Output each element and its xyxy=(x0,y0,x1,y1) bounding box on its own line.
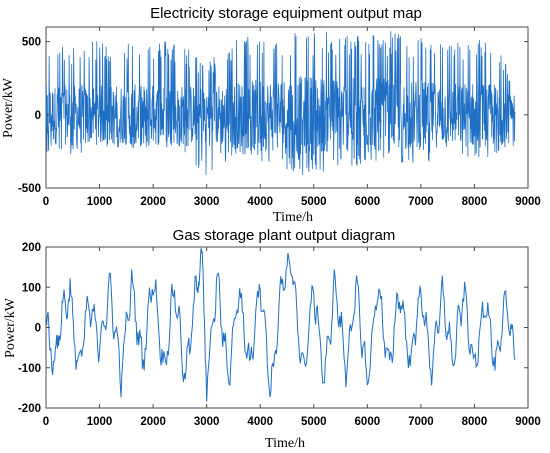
chart-title: Gas storage plant output diagram xyxy=(173,227,396,244)
y-tick-label: 200 xyxy=(22,242,41,254)
y-ticks: -500 0 500 xyxy=(18,37,528,195)
y-ticks: -200 -100 0 100 200 xyxy=(18,242,528,415)
x-tick-label: 2000 xyxy=(140,416,166,428)
y-axis-label: Power/kW xyxy=(3,297,18,358)
x-tick-label: 1000 xyxy=(87,416,113,428)
x-ticks: 0 1000 2000 3000 4000 5000 6000 7000 8000 9000 xyxy=(43,27,541,208)
x-tick-label: 6000 xyxy=(355,416,381,428)
x-tick-label: 4000 xyxy=(247,196,273,208)
x-tick-label: 5000 xyxy=(301,196,327,208)
y-tick-label: 0 xyxy=(35,323,41,335)
x-tick-label: 7000 xyxy=(408,416,434,428)
plot-frame xyxy=(45,246,529,409)
x-tick-label: 0 xyxy=(43,416,49,428)
y-axis-label: Power/kW xyxy=(1,77,16,138)
x-tick-label: 8000 xyxy=(462,416,488,428)
y-tick-label: 0 xyxy=(35,110,41,122)
x-ticks: 0 1000 2000 3000 4000 5000 6000 7000 8000 9000 xyxy=(43,247,541,428)
x-tick-label: 3000 xyxy=(194,416,220,428)
series-line-group xyxy=(45,31,516,176)
series-line xyxy=(45,248,516,402)
y-tick-label: -500 xyxy=(18,183,41,195)
x-tick-label: 8000 xyxy=(462,196,488,208)
x-tick-label: 1000 xyxy=(87,196,113,208)
x-axis-label: Time/h xyxy=(273,210,313,225)
x-tick-label: 6000 xyxy=(355,196,381,208)
y-tick-label: -200 xyxy=(18,403,41,415)
series-line xyxy=(45,31,516,176)
chart-gas: Gas storage plant output diagram 0 1000 20… xyxy=(3,227,541,451)
x-tick-label: 0 xyxy=(43,196,49,208)
y-tick-label: 100 xyxy=(22,282,41,294)
y-tick-label: -100 xyxy=(18,363,41,375)
x-tick-label: 9000 xyxy=(515,416,541,428)
series-line-group xyxy=(45,248,516,402)
x-tick-label: 9000 xyxy=(515,196,541,208)
x-tick-label: 3000 xyxy=(194,196,220,208)
x-tick-label: 4000 xyxy=(247,416,273,428)
x-tick-label: 7000 xyxy=(408,196,434,208)
chart-title: Electricity storage equipment output map xyxy=(150,5,422,22)
x-axis-label: Time/h xyxy=(265,436,305,451)
x-tick-label: 5000 xyxy=(301,416,327,428)
chart-electricity: Electricity storage equipment output map… xyxy=(1,5,541,225)
y-tick-label: 500 xyxy=(22,37,41,49)
x-tick-label: 2000 xyxy=(140,196,166,208)
